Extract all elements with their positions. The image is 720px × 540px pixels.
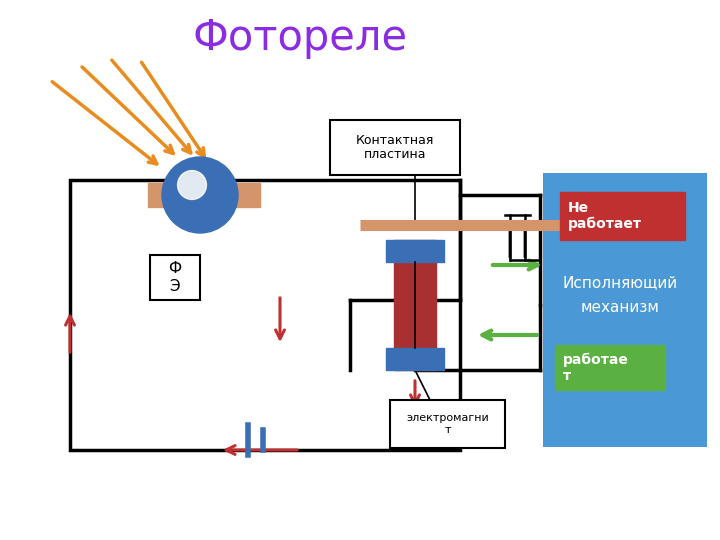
FancyBboxPatch shape: [543, 173, 707, 447]
Bar: [394, 240, 436, 370]
Text: Исполняющий
механизм: Исполняющий механизм: [562, 275, 678, 315]
Bar: [70, 180, 460, 450]
Circle shape: [162, 157, 238, 233]
Text: Ф
Э: Ф Э: [168, 261, 181, 294]
Text: работае
т: работае т: [563, 352, 629, 383]
Bar: [150, 255, 200, 300]
Bar: [386, 348, 444, 370]
Bar: [386, 240, 444, 262]
Bar: [390, 400, 505, 448]
Circle shape: [178, 171, 207, 199]
Bar: [555, 345, 665, 390]
Text: Контактная
пластина: Контактная пластина: [356, 133, 434, 161]
Text: электромагни
т: электромагни т: [406, 413, 489, 435]
Bar: [148, 183, 178, 207]
Text: Не
работает: Не работает: [568, 201, 642, 231]
Bar: [330, 120, 460, 175]
Bar: [560, 192, 685, 240]
Text: Фотореле: Фотореле: [192, 17, 408, 59]
Bar: [230, 183, 260, 207]
